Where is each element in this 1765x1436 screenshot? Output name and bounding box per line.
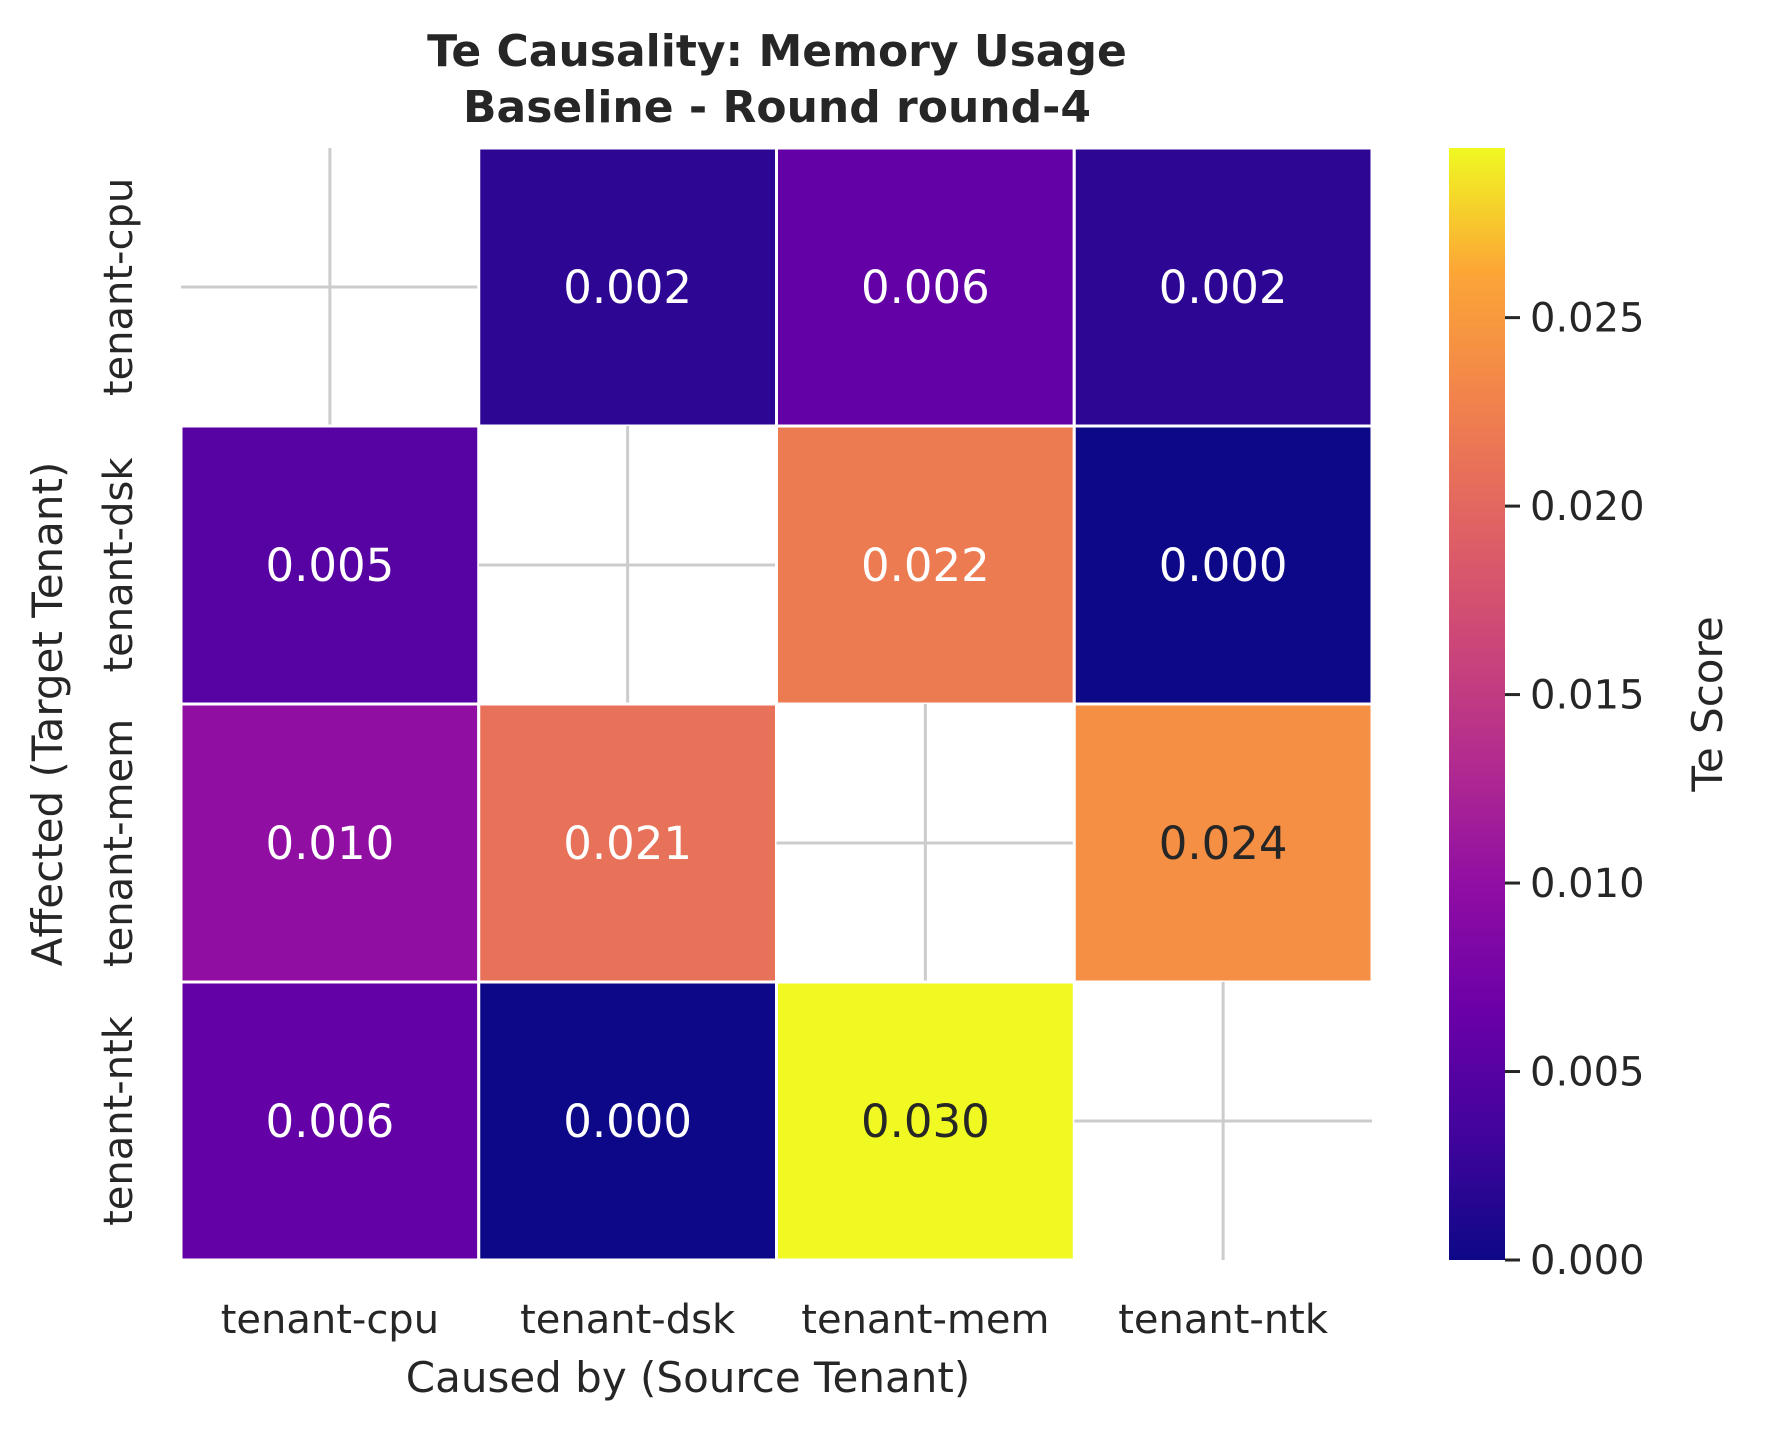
cell-value-label: 0.006 (265, 1095, 394, 1148)
y-tick-label: tenant-dsk (96, 457, 142, 673)
x-tick-label: tenant-mem (801, 1297, 1049, 1343)
y-tick-label: tenant-cpu (96, 178, 142, 396)
cell-value-label: 0.024 (1159, 817, 1288, 870)
colorbar (1449, 148, 1505, 1260)
heatmap-cell-tenant-ntk-tenant-dsk (477, 980, 778, 1262)
colorbar-tick-label: 0.000 (1530, 1238, 1645, 1284)
y-axis-label: Affected (Target Tenant) (23, 462, 72, 967)
heatmap-cell-tenant-cpu-tenant-ntk (1072, 146, 1374, 428)
colorbar-label: Te Score (1683, 616, 1732, 792)
colorbar-tick-label: 0.005 (1530, 1050, 1645, 1096)
colorbar-ticks: 0.000 0.005 0.010 0.015 0.020 0.025 (1505, 296, 1645, 1284)
cell-value-label: 0.002 (563, 261, 692, 314)
x-axis-label: Caused by (Source Tenant) (406, 1353, 970, 1402)
cell-value-label: 0.022 (861, 539, 990, 592)
cell-value-label: 0.005 (265, 539, 394, 592)
x-tick-labels: tenant-cpu tenant-dsk tenant-mem tenant-ntk (221, 1297, 1329, 1343)
cell-value-label: 0.021 (563, 817, 692, 870)
x-tick-label: tenant-dsk (520, 1297, 736, 1343)
heatmap-cell-tenant-dsk-tenant-cpu (179, 424, 481, 706)
heatmap-cells: 0.002 0.006 0.002 0.005 0.022 0.000 0.010 0.021… (179, 146, 1374, 1262)
cell-value-label: 0.010 (265, 817, 394, 870)
cell-value-label: 0.006 (861, 261, 990, 314)
cell-value-label: 0.030 (861, 1095, 990, 1148)
chart-title: Te Causality: Memory Usage (427, 26, 1127, 77)
heatmap-cell-tenant-cpu-tenant-dsk (477, 146, 778, 428)
colorbar-tick-label: 0.015 (1530, 673, 1645, 719)
cell-value-label: 0.000 (563, 1095, 692, 1148)
heatmap-cell-tenant-mem-tenant-cpu (179, 702, 481, 984)
heatmap-cell-tenant-ntk-tenant-cpu (179, 980, 481, 1262)
heatmap-cell-tenant-mem-tenant-ntk (1072, 702, 1374, 984)
chart-subtitle: Baseline - Round round-4 (463, 82, 1091, 133)
cell-value-label: 0.000 (1159, 539, 1288, 592)
heatmap-cell-tenant-ntk-tenant-mem (775, 980, 1076, 1262)
colorbar-tick-label: 0.020 (1530, 484, 1645, 530)
heatmap-cell-tenant-mem-tenant-dsk (477, 702, 778, 984)
x-tick-label: tenant-ntk (1118, 1297, 1329, 1343)
y-tick-labels: tenant-cpu tenant-dsk tenant-mem tenant-ntk (96, 178, 142, 1226)
heatmap-cell-tenant-dsk-tenant-mem (775, 424, 1076, 706)
heatmap-cell-tenant-dsk-tenant-ntk (1072, 424, 1374, 706)
colorbar-tick-label: 0.010 (1530, 861, 1645, 907)
x-tick-label: tenant-cpu (221, 1297, 439, 1343)
cell-value-label: 0.002 (1159, 261, 1288, 314)
colorbar-tick-label: 0.025 (1530, 296, 1645, 342)
y-tick-label: tenant-mem (96, 719, 142, 967)
y-tick-label: tenant-ntk (96, 1015, 142, 1226)
